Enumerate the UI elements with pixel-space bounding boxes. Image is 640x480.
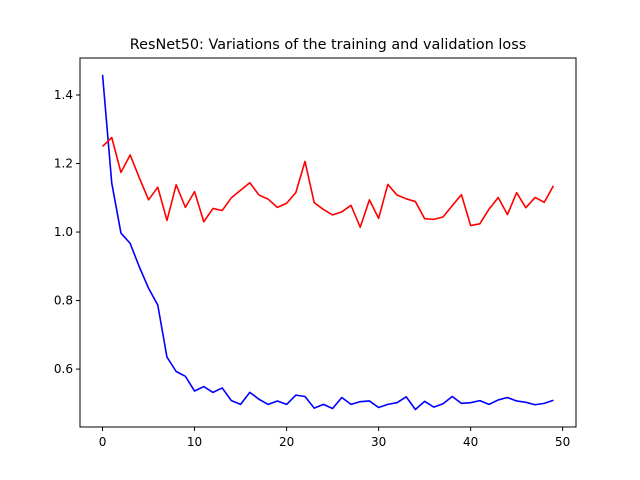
x-axis: 0 10 20 30 40 50 [99,427,570,449]
y-tick-label-0: 0.6 [54,362,73,376]
plot-frame [79,57,577,428]
series-line-1 [101,136,555,229]
y-axis: 0.6 0.8 1.0 1.2 1.4 [54,88,80,376]
y-tick-label-2: 1.0 [54,225,73,239]
y-tick-label-1: 0.8 [54,294,73,308]
x-tick-label-5: 50 [555,435,570,449]
chart-title: ResNet50: Variations of the training and… [130,37,526,53]
x-tick-label-2: 20 [279,435,294,449]
series-line-0 [101,74,554,411]
x-tick-label-3: 30 [371,435,386,449]
x-tick-label-1: 10 [187,435,202,449]
x-tick-label-0: 0 [99,435,107,449]
series-layer [101,74,555,411]
y-tick-label-3: 1.2 [54,157,73,171]
x-tick-label-4: 40 [463,435,478,449]
y-tick-label-4: 1.4 [54,88,73,102]
